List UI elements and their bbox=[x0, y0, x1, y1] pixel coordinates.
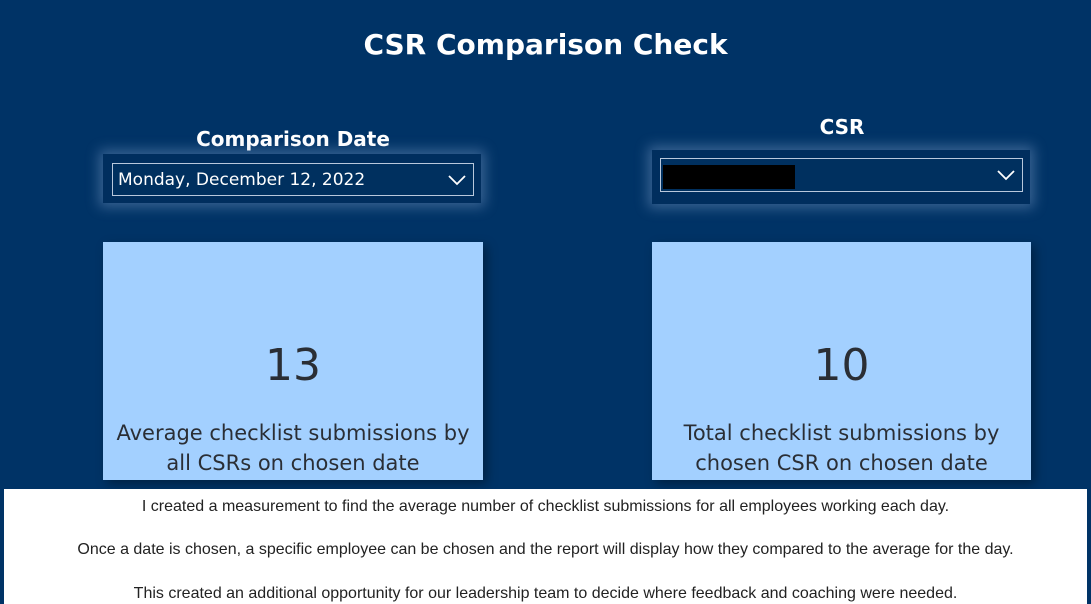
card-label: Average checklist submissions by all CSR… bbox=[116, 421, 470, 475]
notes-textbox: I created a measurement to find the aver… bbox=[4, 489, 1087, 604]
chevron-down-icon[interactable] bbox=[447, 172, 467, 192]
csr-slicer-label: CSR bbox=[819, 115, 865, 139]
csr-submissions-card: 10 Total checklist submissions by chosen… bbox=[652, 242, 1031, 480]
csr-slicer bbox=[652, 150, 1030, 204]
card-value: 13 bbox=[265, 340, 321, 391]
date-slicer: Monday, December 12, 2022 bbox=[103, 154, 481, 203]
card-value: 10 bbox=[813, 340, 870, 391]
note-line: I created a measurement to find the aver… bbox=[141, 498, 950, 515]
average-submissions-card: 13 Average checklist submissions by all … bbox=[103, 242, 483, 480]
date-dropdown[interactable]: Monday, December 12, 2022 bbox=[112, 163, 474, 196]
redaction-block bbox=[663, 165, 795, 189]
date-slicer-label: Comparison Date bbox=[196, 127, 390, 151]
page-title: CSR Comparison Check bbox=[363, 28, 728, 61]
note-line: This created an additional opportunity f… bbox=[133, 585, 958, 602]
card-label: Total checklist submissions by chosen CS… bbox=[683, 421, 1000, 475]
chevron-down-icon[interactable] bbox=[996, 167, 1016, 187]
date-dropdown-value: Monday, December 12, 2022 bbox=[118, 170, 366, 190]
note-line: Once a date is chosen, a specific employ… bbox=[77, 541, 1014, 558]
csr-dropdown[interactable] bbox=[660, 158, 1023, 192]
